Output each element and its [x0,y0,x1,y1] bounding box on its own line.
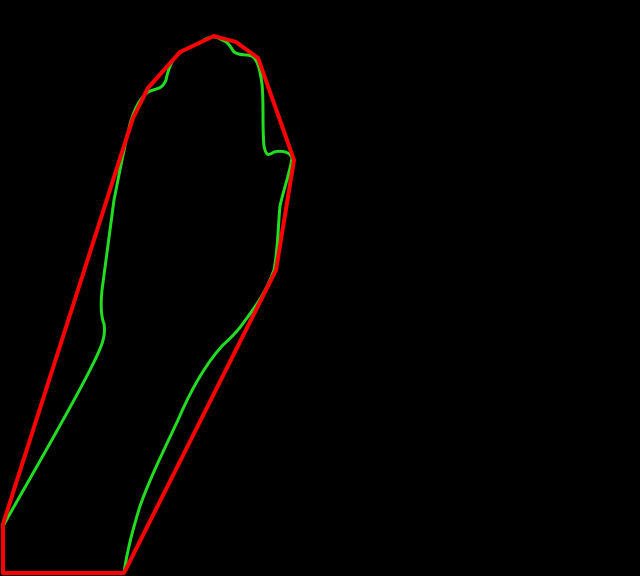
contour-outline [1,35,294,574]
convex-hull-outline [1,34,296,575]
